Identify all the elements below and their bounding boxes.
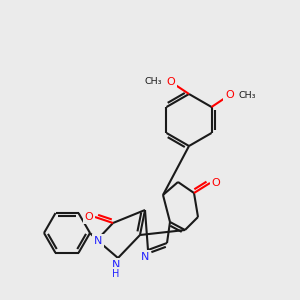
Text: N: N (94, 236, 102, 246)
Text: H: H (112, 269, 120, 279)
Text: N: N (141, 252, 149, 262)
Text: O: O (167, 77, 176, 87)
Text: O: O (225, 90, 234, 100)
Text: O: O (212, 178, 220, 188)
Text: N: N (112, 260, 120, 270)
Text: O: O (85, 212, 93, 222)
Text: CH₃: CH₃ (239, 91, 256, 100)
Text: CH₃: CH₃ (144, 77, 162, 86)
